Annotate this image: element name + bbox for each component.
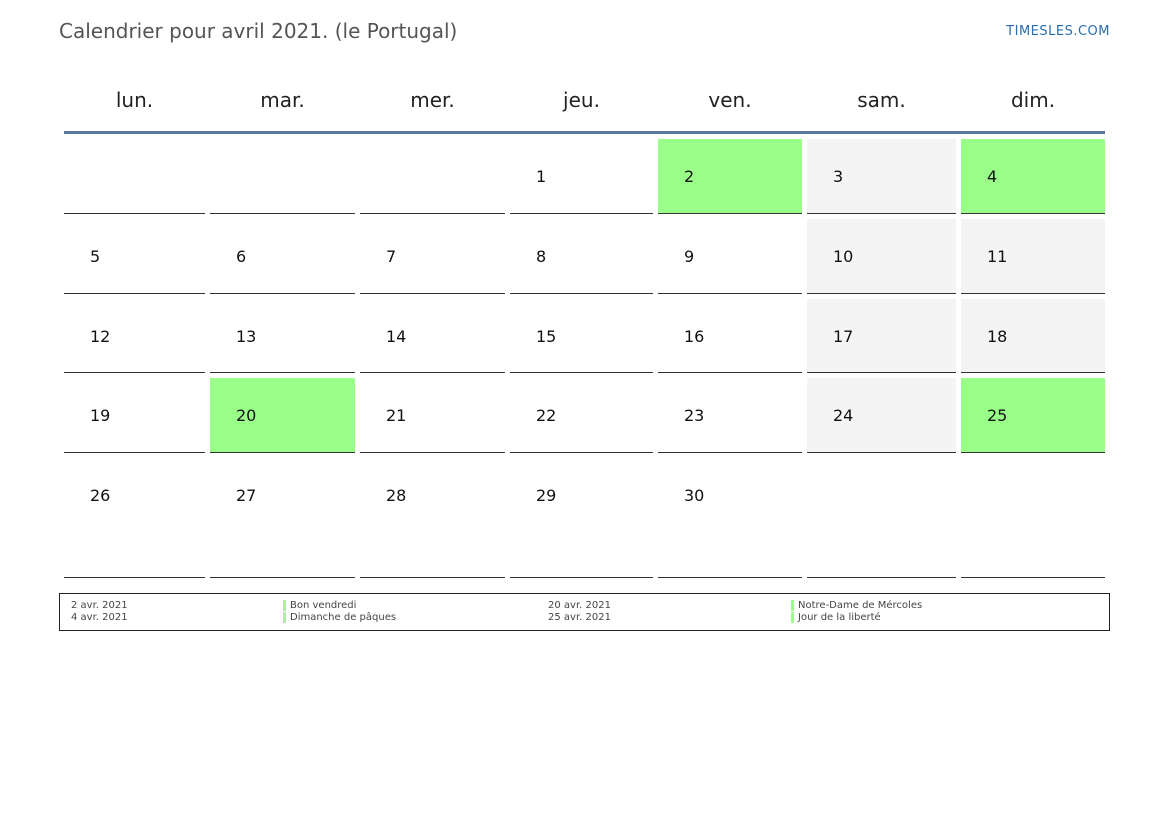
weekday-sat: sam.	[857, 88, 906, 112]
day-cell-22[interactable]: 22	[510, 378, 653, 453]
page-title: Calendrier pour avril 2021. (le Portugal…	[59, 19, 458, 43]
day-number: 9	[684, 247, 695, 266]
weekday-sun: dim.	[1010, 88, 1056, 112]
day-cell-8[interactable]: 8	[510, 219, 653, 294]
legend-holiday-marker	[283, 600, 286, 611]
day-number: 7	[386, 247, 397, 266]
day-number: 1	[536, 167, 547, 186]
weekday-wed: mer.	[410, 88, 455, 112]
day-cell-2[interactable]: 2	[658, 139, 802, 214]
day-cell-5[interactable]: 5	[64, 219, 205, 294]
weekday-fri: ven.	[708, 88, 752, 112]
day-number: 29	[536, 486, 557, 505]
day-number: 15	[536, 327, 557, 346]
legend-date: 4 avr. 2021	[71, 612, 128, 623]
day-cell-23[interactable]: 23	[658, 378, 802, 453]
legend-date: 20 avr. 2021	[548, 600, 611, 611]
day-cell-9[interactable]: 9	[658, 219, 802, 294]
day-cell-empty	[64, 139, 205, 214]
day-cell-30[interactable]: 30	[658, 458, 802, 578]
day-number: 16	[684, 327, 705, 346]
day-cell-17[interactable]: 17	[807, 299, 956, 373]
weekday-header-row: lun. mar. mer. jeu. ven. sam. dim.	[64, 78, 1105, 132]
day-cell-6[interactable]: 6	[210, 219, 355, 294]
day-cell-18[interactable]: 18	[961, 299, 1105, 373]
day-cell-empty	[360, 139, 505, 214]
day-number: 11	[987, 247, 1008, 266]
day-number: 5	[90, 247, 101, 266]
legend-holiday-name: Dimanche de pâques	[290, 612, 397, 623]
weekday-mon: lun.	[115, 88, 154, 112]
day-cell-29[interactable]: 29	[510, 458, 653, 578]
day-cell-19[interactable]: 19	[64, 378, 205, 453]
day-number: 13	[236, 327, 257, 346]
day-number: 20	[236, 406, 257, 425]
header-divider	[64, 131, 1105, 134]
day-number: 27	[236, 486, 257, 505]
day-cell-28[interactable]: 28	[360, 458, 505, 578]
day-number: 4	[987, 167, 998, 186]
day-cell-15[interactable]: 15	[510, 299, 653, 373]
day-cell-10[interactable]: 10	[807, 219, 956, 294]
legend-holiday-marker	[791, 600, 794, 611]
day-cell-empty	[210, 139, 355, 214]
day-number: 26	[90, 486, 111, 505]
day-number: 19	[90, 406, 111, 425]
day-cell-27[interactable]: 27	[210, 458, 355, 578]
legend-holiday-name: Jour de la liberté	[798, 612, 881, 623]
day-cell-4[interactable]: 4	[961, 139, 1105, 214]
legend-holiday-marker	[283, 612, 286, 623]
day-number: 30	[684, 486, 705, 505]
weekday-tue: mar.	[260, 88, 305, 112]
day-number: 21	[386, 406, 407, 425]
day-cell-empty	[961, 458, 1105, 578]
day-cell-empty	[807, 458, 956, 578]
day-cell-26[interactable]: 26	[64, 458, 205, 578]
day-number: 12	[90, 327, 111, 346]
day-number: 22	[536, 406, 557, 425]
day-number: 6	[236, 247, 247, 266]
day-number: 24	[833, 406, 854, 425]
day-cell-16[interactable]: 16	[658, 299, 802, 373]
legend-date: 25 avr. 2021	[548, 612, 611, 623]
day-cell-20[interactable]: 20	[210, 378, 355, 453]
weekday-thu: jeu.	[563, 88, 600, 112]
day-number: 25	[987, 406, 1008, 425]
day-cell-21[interactable]: 21	[360, 378, 505, 453]
day-cell-24[interactable]: 24	[807, 378, 956, 453]
day-cell-3[interactable]: 3	[807, 139, 956, 214]
day-cell-14[interactable]: 14	[360, 299, 505, 373]
legend-holiday-name: Notre-Dame de Mércoles	[798, 600, 923, 611]
day-number: 18	[987, 327, 1008, 346]
legend-holiday-name: Bon vendredi	[290, 600, 357, 611]
legend-holiday-marker	[791, 612, 794, 623]
legend-date: 2 avr. 2021	[71, 600, 128, 611]
day-cell-11[interactable]: 11	[961, 219, 1105, 294]
holiday-legend: 2 avr. 2021 Bon vendredi 4 avr. 2021 Dim…	[59, 593, 1110, 631]
day-number: 14	[386, 327, 407, 346]
day-number: 28	[386, 486, 407, 505]
day-number: 10	[833, 247, 854, 266]
day-number: 8	[536, 247, 547, 266]
day-number: 17	[833, 327, 854, 346]
day-cell-7[interactable]: 7	[360, 219, 505, 294]
day-cell-25[interactable]: 25	[961, 378, 1105, 453]
day-number: 3	[833, 167, 844, 186]
day-cell-12[interactable]: 12	[64, 299, 205, 373]
day-cell-1[interactable]: 1	[510, 139, 653, 214]
day-number: 2	[684, 167, 695, 186]
day-cell-13[interactable]: 13	[210, 299, 355, 373]
day-number: 23	[684, 406, 705, 425]
site-brand-link[interactable]: TIMESLES.COM	[1006, 24, 1110, 39]
